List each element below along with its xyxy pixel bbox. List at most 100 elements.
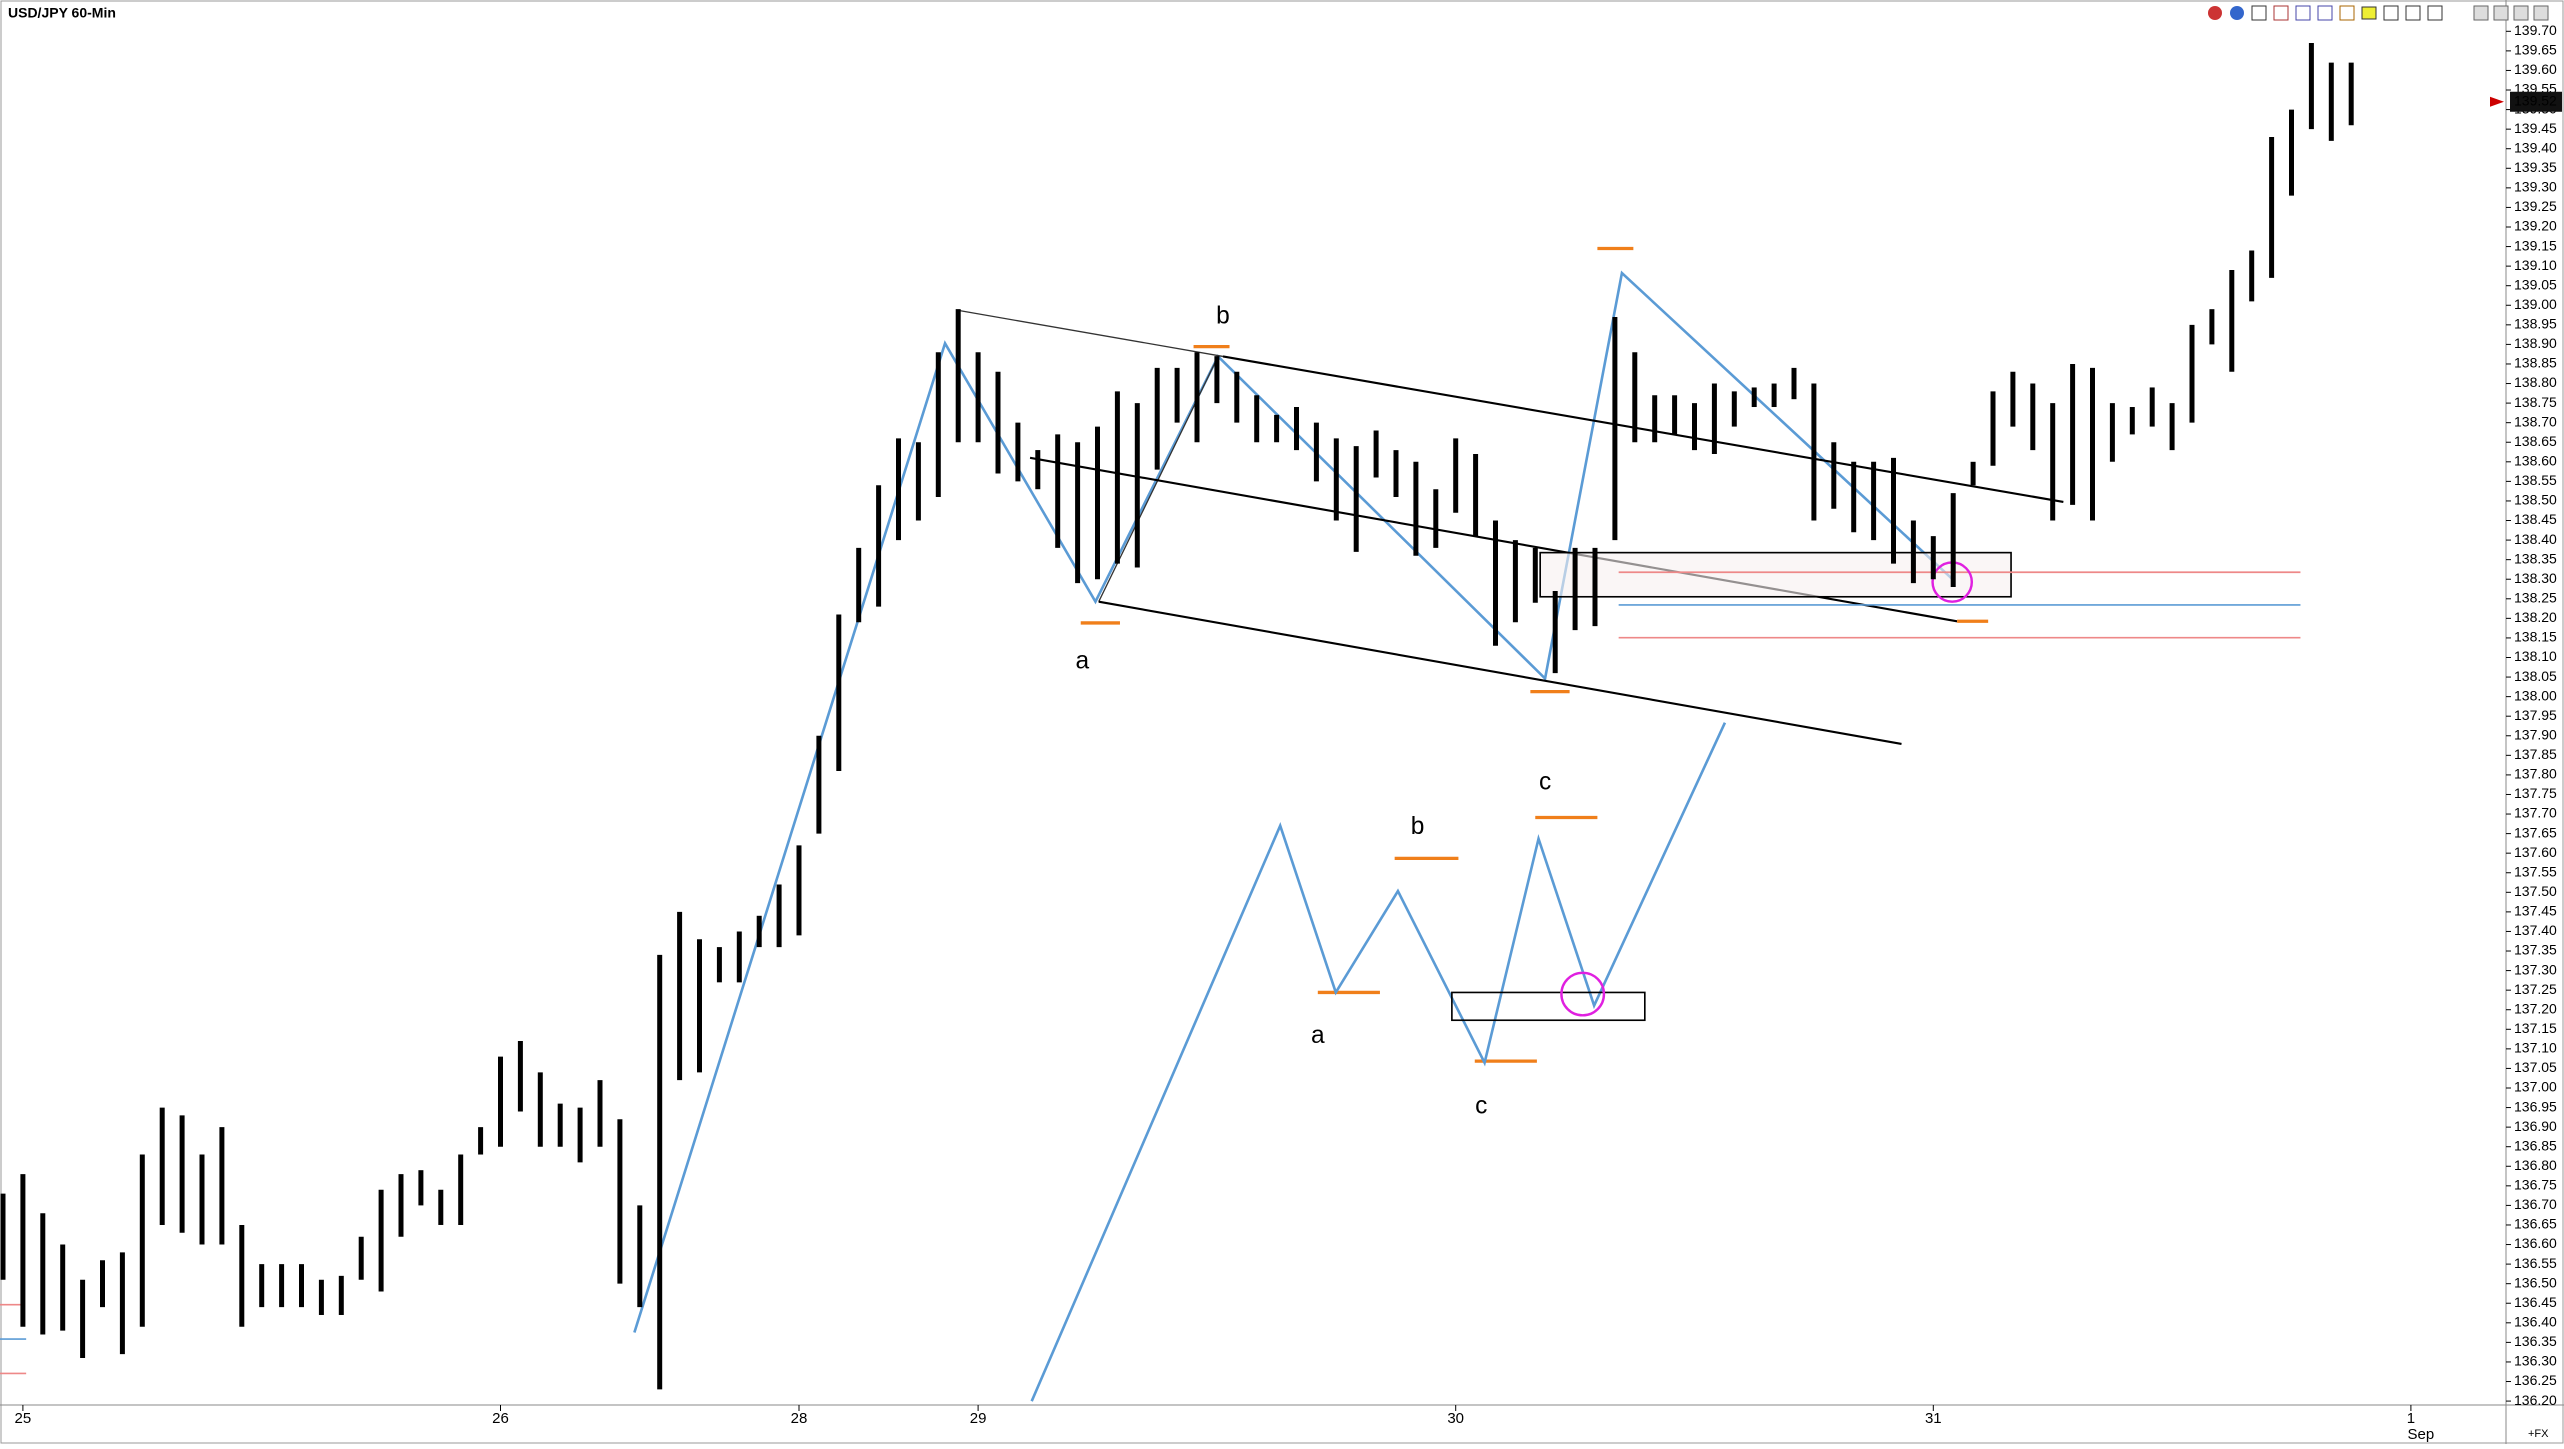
y-tick-label: 138.85 (2514, 355, 2557, 371)
x-tick-label: 30 (1447, 1410, 1464, 1427)
y-tick-label: 137.10 (2514, 1040, 2557, 1056)
y-tick-label: 138.25 (2514, 589, 2557, 605)
y-tick-label: 137.15 (2514, 1020, 2557, 1036)
y-tick-label: 137.75 (2514, 785, 2557, 801)
y-tick-label: 139.35 (2514, 159, 2557, 175)
last-price-arrow (2490, 96, 2504, 107)
trendline (959, 310, 1224, 358)
tool-icon[interactable] (2230, 6, 2244, 20)
y-tick-label: 138.40 (2514, 531, 2557, 547)
y-tick-label: 136.40 (2514, 1314, 2557, 1330)
y-tick-label: 139.15 (2514, 237, 2557, 253)
y-tick-label: 139.25 (2514, 198, 2557, 214)
zone-box (1451, 991, 1646, 1022)
y-tick-label: 139.00 (2514, 296, 2557, 312)
y-tick-label: 138.55 (2514, 472, 2557, 488)
schematic-zigzag (1030, 722, 1727, 1402)
tool-icon[interactable] (2361, 6, 2377, 20)
y-tick-label: 136.30 (2514, 1353, 2557, 1369)
y-tick-label: 137.90 (2514, 726, 2557, 742)
window-button[interactable] (2513, 5, 2529, 21)
x-tick-label: 31 (1925, 1410, 1942, 1427)
y-tick-label: 139.65 (2514, 42, 2557, 58)
highlight-circle (1560, 971, 1606, 1017)
window-button[interactable] (2533, 5, 2549, 21)
tool-icon[interactable] (2208, 6, 2222, 20)
y-tick-label: 136.70 (2514, 1196, 2557, 1212)
y-tick-label: 139.05 (2514, 276, 2557, 292)
y-tick-label: 136.55 (2514, 1255, 2557, 1271)
wave-label: b (1216, 303, 1230, 330)
tool-icon[interactable] (2317, 5, 2333, 21)
x-tick-label: 1 (2407, 1410, 2415, 1427)
y-tick-label: 137.30 (2514, 961, 2557, 977)
y-tick-label: 137.55 (2514, 863, 2557, 879)
y-tick-label: 138.90 (2514, 335, 2557, 351)
y-tick-label: 137.05 (2514, 1059, 2557, 1075)
y-tick-label: 136.65 (2514, 1216, 2557, 1232)
tool-icon[interactable] (2273, 5, 2289, 21)
y-tick-label: 137.20 (2514, 1000, 2557, 1016)
wave-label: a (1311, 1022, 1325, 1049)
wave-label: c (1475, 1092, 1487, 1119)
y-tick-label: 138.80 (2514, 374, 2557, 390)
y-tick-label: 137.95 (2514, 707, 2557, 723)
y-tick-label: 136.35 (2514, 1333, 2557, 1349)
y-tick-label: 137.85 (2514, 746, 2557, 762)
tool-icon[interactable] (2339, 5, 2355, 21)
wave-label: c (1539, 769, 1551, 796)
y-tick-label: 136.25 (2514, 1372, 2557, 1388)
y-tick-label: 136.85 (2514, 1137, 2557, 1153)
toolbar[interactable] (2208, 5, 2549, 21)
y-tick-label: 137.50 (2514, 883, 2557, 899)
y-tick-label: 137.00 (2514, 1079, 2557, 1095)
month-label: Sep (2408, 1426, 2435, 1443)
y-tick-label: 136.60 (2514, 1235, 2557, 1251)
zone-box (1539, 551, 2012, 598)
tool-icon[interactable] (2295, 5, 2311, 21)
x-tick-label: 28 (791, 1410, 808, 1427)
window-button[interactable] (2473, 5, 2489, 21)
channel-line (1098, 600, 1902, 745)
y-tick-label: 136.75 (2514, 1177, 2557, 1193)
y-tick-label: 139.30 (2514, 179, 2557, 195)
y-tick-label: 139.45 (2514, 120, 2557, 136)
y-tick-label: 138.30 (2514, 570, 2557, 586)
window-button[interactable] (2493, 5, 2509, 21)
y-tick-label: 136.20 (2514, 1392, 2557, 1408)
y-tick-label: 136.80 (2514, 1157, 2557, 1173)
y-tick-label: 136.95 (2514, 1098, 2557, 1114)
y-tick-label: 138.50 (2514, 492, 2557, 508)
last-price-box (2510, 91, 2562, 112)
y-tick-label: 138.75 (2514, 394, 2557, 410)
y-tick-label: 139.20 (2514, 218, 2557, 234)
tool-icon[interactable] (2251, 5, 2267, 21)
x-tick-label: 29 (970, 1410, 987, 1427)
y-tick-label: 138.15 (2514, 629, 2557, 645)
y-tick-label: 137.80 (2514, 766, 2557, 782)
y-tick-label: 137.65 (2514, 824, 2557, 840)
x-tick-label: 26 (492, 1410, 509, 1427)
y-tick-label: 138.95 (2514, 316, 2557, 332)
y-tick-label: 136.90 (2514, 1118, 2557, 1134)
y-tick-label: 137.40 (2514, 922, 2557, 938)
tool-icon[interactable] (2427, 5, 2443, 21)
wave-label: b (1411, 813, 1425, 840)
tool-icon[interactable] (2383, 5, 2399, 21)
y-tick-label: 139.60 (2514, 61, 2557, 77)
y-tick-label: 138.60 (2514, 453, 2557, 469)
y-tick-label: 139.10 (2514, 257, 2557, 273)
channel-line (1222, 355, 2064, 503)
tool-icon[interactable] (2405, 5, 2421, 21)
x-tick-label: 25 (15, 1410, 32, 1427)
y-tick-label: 138.20 (2514, 609, 2557, 625)
y-tick-label: 136.45 (2514, 1294, 2557, 1310)
y-tick-label: 139.70 (2514, 22, 2557, 38)
y-tick-label: 137.25 (2514, 981, 2557, 997)
y-tick-label: 137.35 (2514, 942, 2557, 958)
chart-title: USD/JPY 60-Min (8, 5, 116, 21)
wave-label: a (1076, 648, 1090, 675)
